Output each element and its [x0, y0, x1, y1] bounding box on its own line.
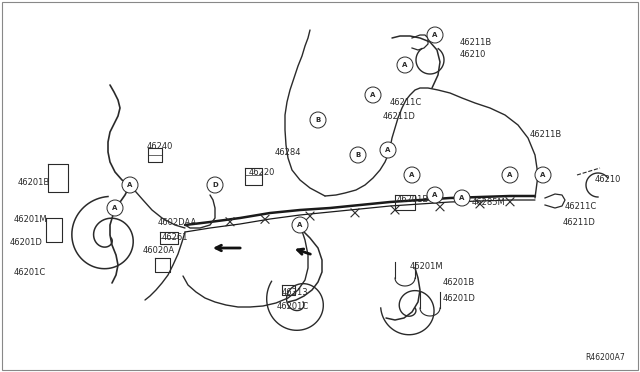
Text: A: A: [385, 147, 390, 153]
Text: 46211D: 46211D: [383, 112, 416, 121]
Circle shape: [427, 187, 443, 203]
Text: A: A: [298, 222, 303, 228]
Text: 46210: 46210: [460, 50, 486, 59]
Circle shape: [397, 57, 413, 73]
Text: 46261: 46261: [162, 233, 189, 242]
Text: 46201M: 46201M: [14, 215, 47, 224]
Text: R46200A7: R46200A7: [585, 353, 625, 362]
Text: B: B: [355, 152, 360, 158]
Circle shape: [292, 217, 308, 233]
Circle shape: [535, 167, 551, 183]
Circle shape: [310, 112, 326, 128]
Text: 46201C: 46201C: [277, 302, 309, 311]
Circle shape: [107, 200, 123, 216]
Text: 46201C: 46201C: [14, 268, 46, 277]
Text: 46211C: 46211C: [390, 98, 422, 107]
Circle shape: [122, 177, 138, 193]
Text: D: D: [212, 182, 218, 188]
Text: A: A: [460, 195, 465, 201]
Text: 46201B: 46201B: [397, 195, 429, 204]
Text: 46220: 46220: [249, 168, 275, 177]
Text: A: A: [410, 172, 415, 178]
Text: A: A: [540, 172, 546, 178]
Text: 46210: 46210: [595, 175, 621, 184]
Text: B: B: [316, 117, 321, 123]
Text: A: A: [403, 62, 408, 68]
Text: A: A: [371, 92, 376, 98]
Circle shape: [404, 167, 420, 183]
Circle shape: [427, 27, 443, 43]
Text: A: A: [127, 182, 132, 188]
Text: 46020A: 46020A: [143, 246, 175, 255]
Text: A: A: [432, 32, 438, 38]
Text: A: A: [508, 172, 513, 178]
Text: 46285M: 46285M: [472, 198, 506, 207]
Text: 46211B: 46211B: [460, 38, 492, 47]
Text: 46211C: 46211C: [565, 202, 597, 211]
Text: A: A: [112, 205, 118, 211]
Circle shape: [502, 167, 518, 183]
Text: 46240: 46240: [147, 142, 173, 151]
Text: 46201B: 46201B: [18, 178, 51, 187]
Text: 46201B: 46201B: [443, 278, 476, 287]
Text: A: A: [432, 192, 438, 198]
Text: 46201M: 46201M: [410, 262, 444, 271]
Text: 46201D: 46201D: [443, 294, 476, 303]
Text: 46211D: 46211D: [563, 218, 596, 227]
Circle shape: [365, 87, 381, 103]
Text: 46313: 46313: [282, 288, 308, 297]
Circle shape: [380, 142, 396, 158]
Text: 46201D: 46201D: [10, 238, 43, 247]
Text: 4602DAA: 4602DAA: [158, 218, 197, 227]
Circle shape: [350, 147, 366, 163]
Text: 46284: 46284: [275, 148, 301, 157]
Circle shape: [454, 190, 470, 206]
Circle shape: [207, 177, 223, 193]
Text: 46211B: 46211B: [530, 130, 563, 139]
